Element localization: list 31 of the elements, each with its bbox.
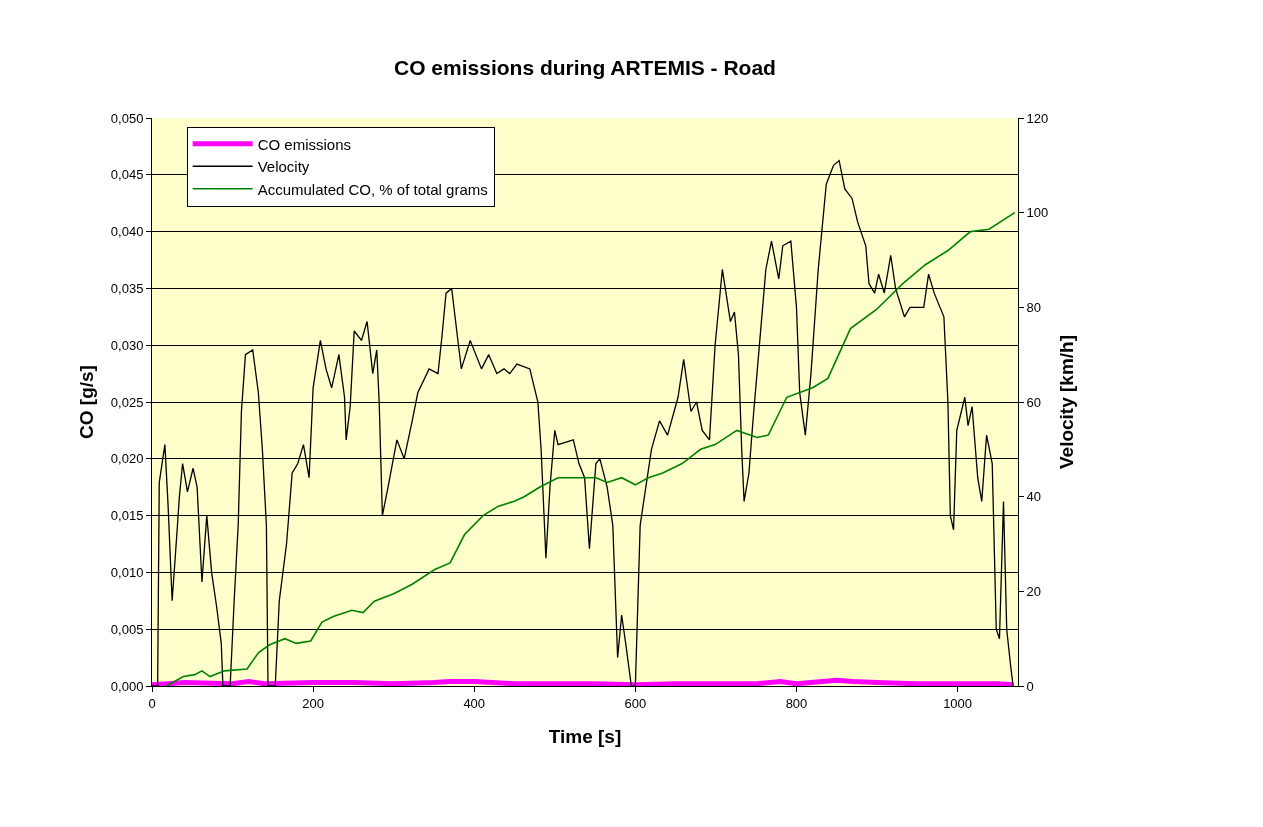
legend-label: Velocity: [257, 158, 310, 176]
y2-tick-label: 0: [1026, 678, 1034, 694]
legend-label: Accumulated CO, % of total grams: [257, 180, 488, 198]
y2-tick-label: 120: [1026, 110, 1049, 126]
x-tick-label: 400: [463, 695, 486, 711]
legend-label: CO emissions: [257, 135, 351, 153]
y-tick-label: 0,050: [110, 110, 144, 126]
y2-tick-label: 80: [1026, 299, 1042, 315]
y-tick-label: 0,015: [110, 508, 144, 524]
y-tick-label: 0,035: [110, 280, 144, 296]
y-tick-label: 0,000: [110, 678, 144, 694]
chart-title: CO emissions during ARTEMIS - Road: [394, 56, 776, 80]
y-tick-label: 0,005: [110, 621, 144, 637]
y2-tick-label: 100: [1026, 205, 1049, 221]
y-tick-label: 0,020: [110, 451, 144, 467]
y-tick-label: 0,010: [110, 564, 144, 580]
y2-axis-title: Velocity [km/h]: [1056, 334, 1078, 470]
y2-tick-label: 40: [1026, 489, 1042, 505]
y-axis-title: CO [g/s]: [75, 365, 97, 439]
x-axis-title: Time [s]: [548, 726, 622, 748]
y2-tick-label: 20: [1026, 583, 1042, 599]
x-tick-label: 800: [785, 695, 808, 711]
x-tick-label: 0: [148, 695, 156, 711]
y2-tick-label: 60: [1026, 394, 1042, 410]
y-tick-label: 0,030: [110, 337, 144, 353]
x-tick-label: 200: [302, 695, 324, 711]
y-tick-label: 0,045: [110, 167, 144, 183]
x-tick-label: 600: [624, 695, 647, 711]
x-tick-label: 1000: [943, 695, 973, 711]
y-tick-label: 0,040: [110, 224, 144, 240]
y-tick-label: 0,025: [110, 394, 144, 410]
